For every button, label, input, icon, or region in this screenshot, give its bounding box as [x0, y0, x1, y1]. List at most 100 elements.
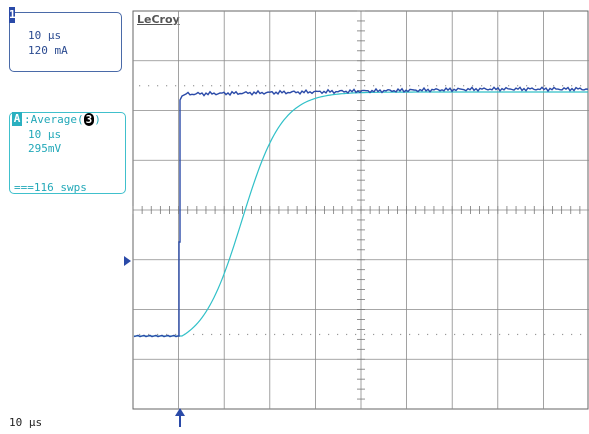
grid-dot: [436, 85, 438, 87]
grid-dot: [391, 85, 393, 87]
grid-dot: [346, 333, 348, 336]
grid-dot: [256, 85, 258, 87]
grid-dot: [310, 333, 312, 336]
grid-dot: [220, 333, 222, 336]
grid-dot: [247, 85, 249, 87]
grid-dot: [337, 333, 339, 336]
grid-dot: [418, 85, 420, 87]
grid-dot: [472, 333, 474, 336]
grid-dot: [175, 333, 177, 336]
grid-dot: [508, 333, 510, 336]
grid-dot: [544, 333, 546, 336]
grid-dot: [166, 333, 168, 336]
grid-dot: [301, 333, 303, 336]
math-a-function-close: ): [94, 113, 101, 126]
grid-dot: [571, 333, 573, 336]
grid-dot: [229, 85, 231, 87]
timebase-readout: 10 µs: [9, 416, 43, 429]
ground-level-marker-icon[interactable]: [124, 256, 131, 266]
grid-dot: [454, 333, 456, 336]
grid-dot: [490, 333, 492, 336]
grid-dot: [427, 333, 429, 336]
grid-dot: [157, 333, 159, 336]
grid-dot: [229, 333, 231, 336]
grid-dot: [283, 333, 285, 336]
grid-dot: [238, 333, 240, 336]
grid-dot: [463, 85, 465, 87]
grid-dot: [373, 85, 375, 87]
grid-dot: [481, 333, 483, 336]
math-a-readout-box[interactable]: A :Average(3) 10 µs 295mV ===116 swps: [9, 112, 126, 194]
grid-dot: [193, 85, 195, 87]
grid-dot: [445, 333, 447, 336]
grid-dot: [400, 333, 402, 336]
grid-dot: [247, 333, 249, 336]
grid-dot: [400, 85, 402, 87]
grid-dot: [364, 85, 366, 87]
grid-dot: [553, 85, 555, 87]
grid-dot: [274, 85, 276, 87]
grid-dot: [238, 85, 240, 87]
grid-dot: [292, 333, 294, 336]
grid-dot: [382, 85, 384, 87]
grid-dot: [211, 333, 213, 336]
grid-dot: [148, 333, 150, 336]
channel1-readout-box[interactable]: 1 10 µs 120 mA: [9, 7, 122, 72]
grid-dot: [481, 85, 483, 87]
channel1-tag: 1: [9, 7, 16, 23]
grid-dot: [409, 333, 411, 336]
trigger-position-marker-icon[interactable]: [175, 408, 185, 427]
grid-dot: [499, 333, 501, 336]
grid-dot: [418, 333, 420, 336]
grid-dot: [391, 333, 393, 336]
grid-dot: [535, 85, 537, 87]
grid-dot: [526, 85, 528, 87]
grid-dot: [355, 85, 357, 87]
grid-dot: [355, 333, 357, 336]
math-a-source-badge: 3: [83, 113, 95, 126]
grid-dot: [373, 333, 375, 336]
channel1-scale: 120 mA: [28, 44, 68, 57]
grid-dot: [148, 85, 150, 87]
math-a-function: :Average(: [24, 113, 84, 126]
grid-dot: [553, 333, 555, 336]
math-a-timebase: 10 µs: [28, 128, 62, 141]
grid-dot: [220, 85, 222, 87]
grid-dot: [562, 333, 564, 336]
grid-dot: [166, 85, 168, 87]
grid-dot: [310, 85, 312, 87]
grid-dot: [184, 85, 186, 87]
channel1-trace: [133, 86, 589, 338]
grid-dot: [193, 333, 195, 336]
grid-dot: [445, 85, 447, 87]
math-a-function-line: :Average(3): [24, 113, 101, 126]
grid-dot: [382, 333, 384, 336]
grid-dot: [562, 85, 564, 87]
grid-dot: [265, 85, 267, 87]
grid-dot: [175, 85, 177, 87]
grid-dot: [328, 85, 330, 87]
grid-dot: [139, 85, 141, 87]
grid-dot: [535, 333, 537, 336]
graticule: [132, 10, 589, 410]
grid-dot: [526, 333, 528, 336]
grid-dot: [409, 85, 411, 87]
grid-dot: [463, 333, 465, 336]
grid-dot: [499, 85, 501, 87]
grid-dot: [202, 85, 204, 87]
grid-dot: [301, 85, 303, 87]
math-a-trace: [134, 91, 588, 337]
grid-dot: [571, 85, 573, 87]
math-a-tag: A: [12, 112, 22, 126]
channel1-timebase: 10 µs: [28, 29, 62, 42]
grid-dot: [427, 85, 429, 87]
grid-dot: [508, 85, 510, 87]
grid-dot: [436, 333, 438, 336]
grid-dot: [517, 85, 519, 87]
grid-dot: [319, 333, 321, 336]
grid-dot: [157, 85, 159, 87]
grid-dot: [202, 333, 204, 336]
grid-dot: [265, 333, 267, 336]
grid-dot: [454, 85, 456, 87]
